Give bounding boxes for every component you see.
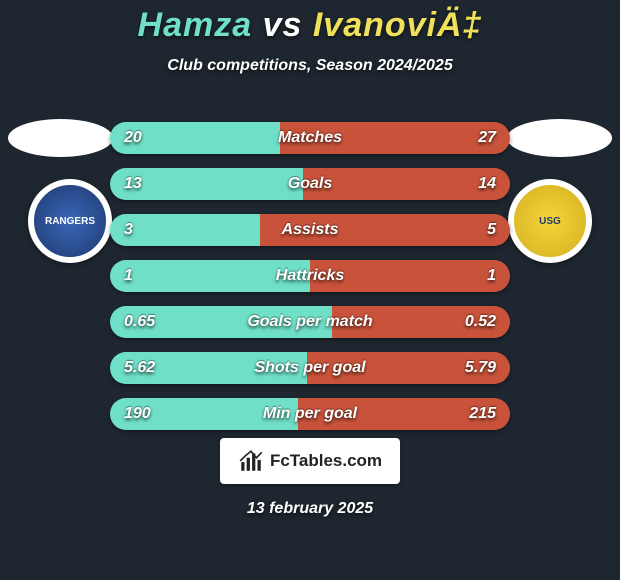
stat-value-left: 13 [124, 175, 142, 193]
stat-label: Assists [282, 221, 339, 239]
stat-value-right: 27 [478, 129, 496, 147]
stat-value-left: 1 [124, 267, 133, 285]
stat-bar: 1 Hattricks 1 [110, 260, 510, 292]
stat-label: Min per goal [263, 405, 357, 423]
stat-bar: 5.62 Shots per goal 5.79 [110, 352, 510, 384]
stat-value-right: 5.79 [465, 359, 496, 377]
player-avatar-right [507, 119, 612, 157]
comparison-card: Hamza vs IvanoviÄ‡ Club competitions, Se… [0, 0, 620, 580]
footer-logo[interactable]: FcTables.com [220, 438, 400, 484]
stat-value-right: 215 [469, 405, 496, 423]
stat-value-left: 0.65 [124, 313, 155, 331]
stat-value-right: 14 [478, 175, 496, 193]
subtitle: Club competitions, Season 2024/2025 [0, 57, 620, 75]
footer-date: 13 february 2025 [0, 500, 620, 518]
stat-label: Shots per goal [254, 359, 365, 377]
stat-bar: 190 Min per goal 215 [110, 398, 510, 430]
club-badge-right: USG [500, 177, 600, 265]
title-right-name: IvanoviÄ‡ [313, 6, 483, 44]
stat-value-right: 1 [487, 267, 496, 285]
stat-value-right: 0.52 [465, 313, 496, 331]
stat-label: Hattricks [276, 267, 344, 285]
title-left-name: Hamza [138, 6, 253, 44]
stats-bars: 20Matches2713Goals143Assists51Hattricks1… [110, 122, 510, 430]
stat-value-left: 3 [124, 221, 133, 239]
chart-icon [238, 448, 264, 474]
stat-value-left: 5.62 [124, 359, 155, 377]
club-badge-right-icon: USG [508, 179, 592, 263]
stat-value-right: 5 [487, 221, 496, 239]
stat-label: Goals [288, 175, 332, 193]
club-badge-left-icon: RANGERS [28, 179, 112, 263]
stat-bar: 0.65 Goals per match 0.52 [110, 306, 510, 338]
club-badge-left: RANGERS [20, 177, 120, 265]
footer-logo-text: FcTables.com [270, 451, 382, 471]
stat-bar: 20 Matches 27 [110, 122, 510, 154]
player-avatar-left [8, 119, 113, 157]
stat-bar: 13 Goals 14 [110, 168, 510, 200]
stat-label: Goals per match [247, 313, 372, 331]
stat-value-left: 190 [124, 405, 151, 423]
page-title: Hamza vs IvanoviÄ‡ [0, 0, 620, 45]
stat-value-left: 20 [124, 129, 142, 147]
title-vs: vs [263, 6, 313, 44]
stat-bar: 3 Assists 5 [110, 214, 510, 246]
stat-label: Matches [278, 129, 342, 147]
